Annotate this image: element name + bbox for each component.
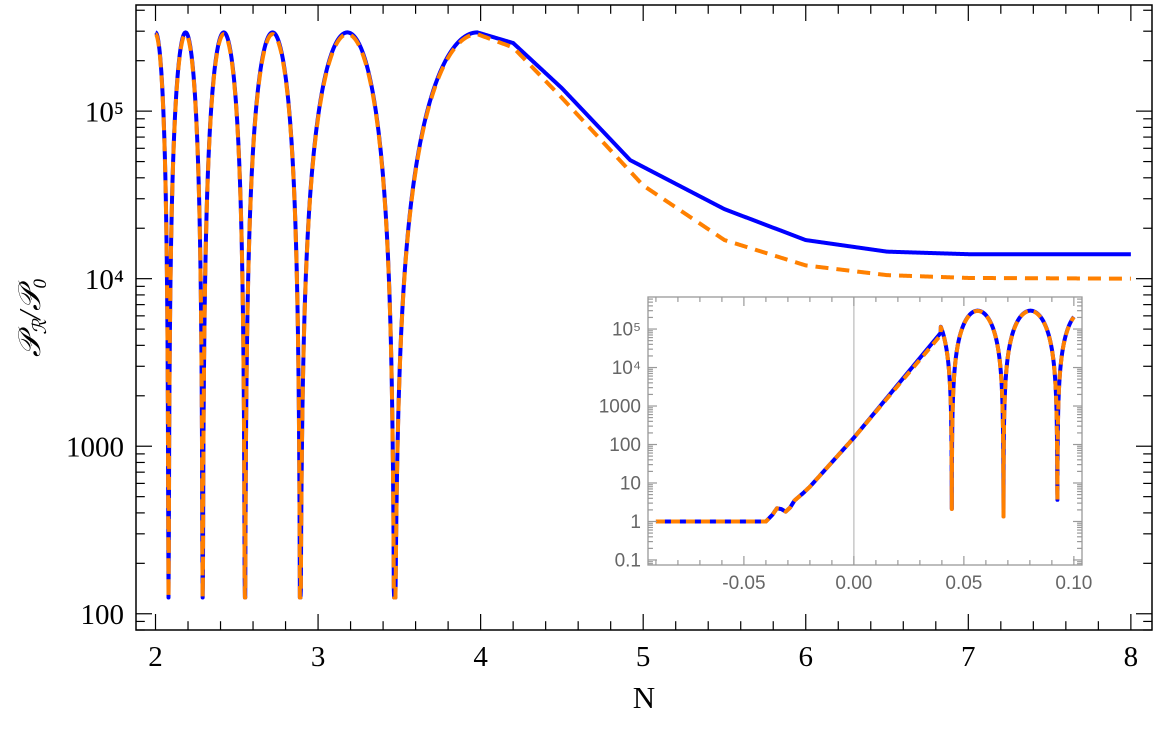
x-tick-label: 5 — [636, 641, 651, 673]
y-tick-label: 1 — [630, 512, 641, 533]
series-group — [654, 308, 1076, 524]
y-label-subscript: 0 — [30, 279, 51, 289]
y-axis-label: 𝒫ℛ/𝒫0 — [12, 279, 51, 358]
y-tick-label: 10⁵ — [85, 96, 124, 128]
x-tick-label: 8 — [1124, 641, 1139, 673]
inset-plot: -0.05 0.00 0.05 0.10 0.1 1 10 100 1000 10⁴ 10⁵ — [599, 296, 1092, 594]
y-tick-label: 1000 — [66, 431, 124, 463]
x-tick-label: 4 — [473, 641, 488, 673]
y-tick-label: 10⁴ — [612, 358, 641, 379]
y-tick-label: 1000 — [599, 397, 641, 418]
plot-frame — [135, 4, 1153, 631]
y-label-subscript: ℛ — [30, 318, 51, 335]
dashed-series-line — [153, 32, 1133, 600]
x-axis-label: N — [633, 680, 655, 715]
plot-frame — [647, 296, 1083, 566]
y-tick-label: 100 — [81, 599, 125, 631]
y-tick-label: 10⁴ — [85, 264, 124, 296]
x-tick-label: 0.00 — [835, 573, 872, 594]
x-tick-label: 6 — [798, 641, 813, 673]
y-tick-label: 10⁵ — [612, 320, 641, 341]
x-tick-label: 2 — [148, 641, 163, 673]
series-group — [153, 30, 1133, 600]
y-tick-label: 100 — [609, 435, 641, 456]
x-tick-label: 7 — [961, 641, 976, 673]
y-tick-label: 0.1 — [615, 551, 641, 572]
x-tick-label: 0.05 — [945, 573, 982, 594]
dashed-series-line — [654, 308, 1076, 524]
x-tick-label: -0.05 — [722, 573, 765, 594]
x-tick-label: 3 — [311, 641, 326, 673]
plot-background — [648, 297, 1082, 565]
y-tick-label: 10 — [620, 474, 641, 495]
x-tick-label: 0.10 — [1055, 573, 1092, 594]
